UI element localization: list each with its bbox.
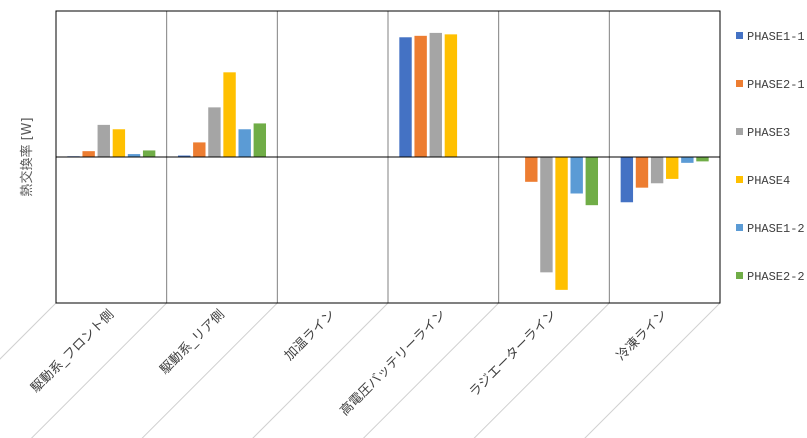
legend-swatch bbox=[736, 32, 743, 39]
legend-swatch bbox=[736, 176, 743, 183]
bar bbox=[585, 157, 599, 206]
bar bbox=[414, 35, 427, 157]
category-slant-line bbox=[473, 302, 610, 438]
bar bbox=[666, 157, 679, 179]
category-slant-line bbox=[362, 302, 500, 438]
bar bbox=[399, 37, 412, 157]
bar bbox=[142, 150, 156, 157]
bar bbox=[429, 32, 442, 157]
plot-area-border bbox=[55, 10, 721, 304]
legend: PHASE1-1 PHASE2-1 PHASE3 PHASE4 PHASE1-2 PHAS… bbox=[736, 30, 805, 284]
category-label: 加温ライン bbox=[282, 307, 339, 364]
bar bbox=[82, 151, 95, 157]
category-label: 冷凍ライン bbox=[613, 307, 670, 364]
bar bbox=[650, 157, 664, 184]
legend-label: PHASE2-2 bbox=[747, 270, 805, 284]
legend-label: PHASE2-1 bbox=[747, 78, 805, 92]
bar bbox=[555, 157, 568, 290]
category-slant-line bbox=[584, 302, 721, 438]
bar bbox=[223, 72, 236, 157]
legend-label: PHASE1-2 bbox=[747, 222, 805, 236]
legend-label: PHASE4 bbox=[747, 174, 790, 188]
bar bbox=[570, 157, 583, 194]
bar bbox=[525, 157, 538, 182]
legend-label: PHASE1-1 bbox=[747, 30, 805, 44]
bars bbox=[67, 32, 709, 290]
category-slant-line bbox=[0, 302, 57, 360]
bar bbox=[540, 157, 553, 273]
category-slant-lines bbox=[0, 302, 721, 438]
bar bbox=[444, 34, 458, 157]
legend-swatch bbox=[736, 128, 743, 135]
bar bbox=[681, 157, 694, 163]
category-label: 駆動系_リア側 bbox=[157, 307, 227, 377]
legend-swatch bbox=[736, 224, 743, 231]
category-slant-line bbox=[30, 302, 168, 438]
bar bbox=[193, 142, 206, 157]
bar bbox=[253, 123, 267, 157]
legend-label: PHASE3 bbox=[747, 126, 790, 140]
bar bbox=[696, 157, 709, 162]
bar bbox=[97, 124, 110, 157]
y-axis-label: 熱交換率 [W] bbox=[19, 117, 35, 196]
legend-swatch bbox=[736, 272, 743, 279]
bar bbox=[620, 157, 634, 203]
category-slant-line bbox=[252, 302, 389, 438]
category-label: 高電圧バッテリーライン bbox=[337, 307, 449, 419]
bar bbox=[208, 107, 221, 157]
legend-swatch bbox=[736, 80, 743, 87]
bar bbox=[112, 129, 126, 157]
bar bbox=[177, 155, 191, 157]
category-slant-line bbox=[141, 302, 278, 438]
bar bbox=[127, 154, 141, 157]
bar bbox=[635, 157, 649, 188]
category-label: 駆動系_フロント側 bbox=[28, 307, 117, 396]
bar bbox=[238, 129, 251, 157]
